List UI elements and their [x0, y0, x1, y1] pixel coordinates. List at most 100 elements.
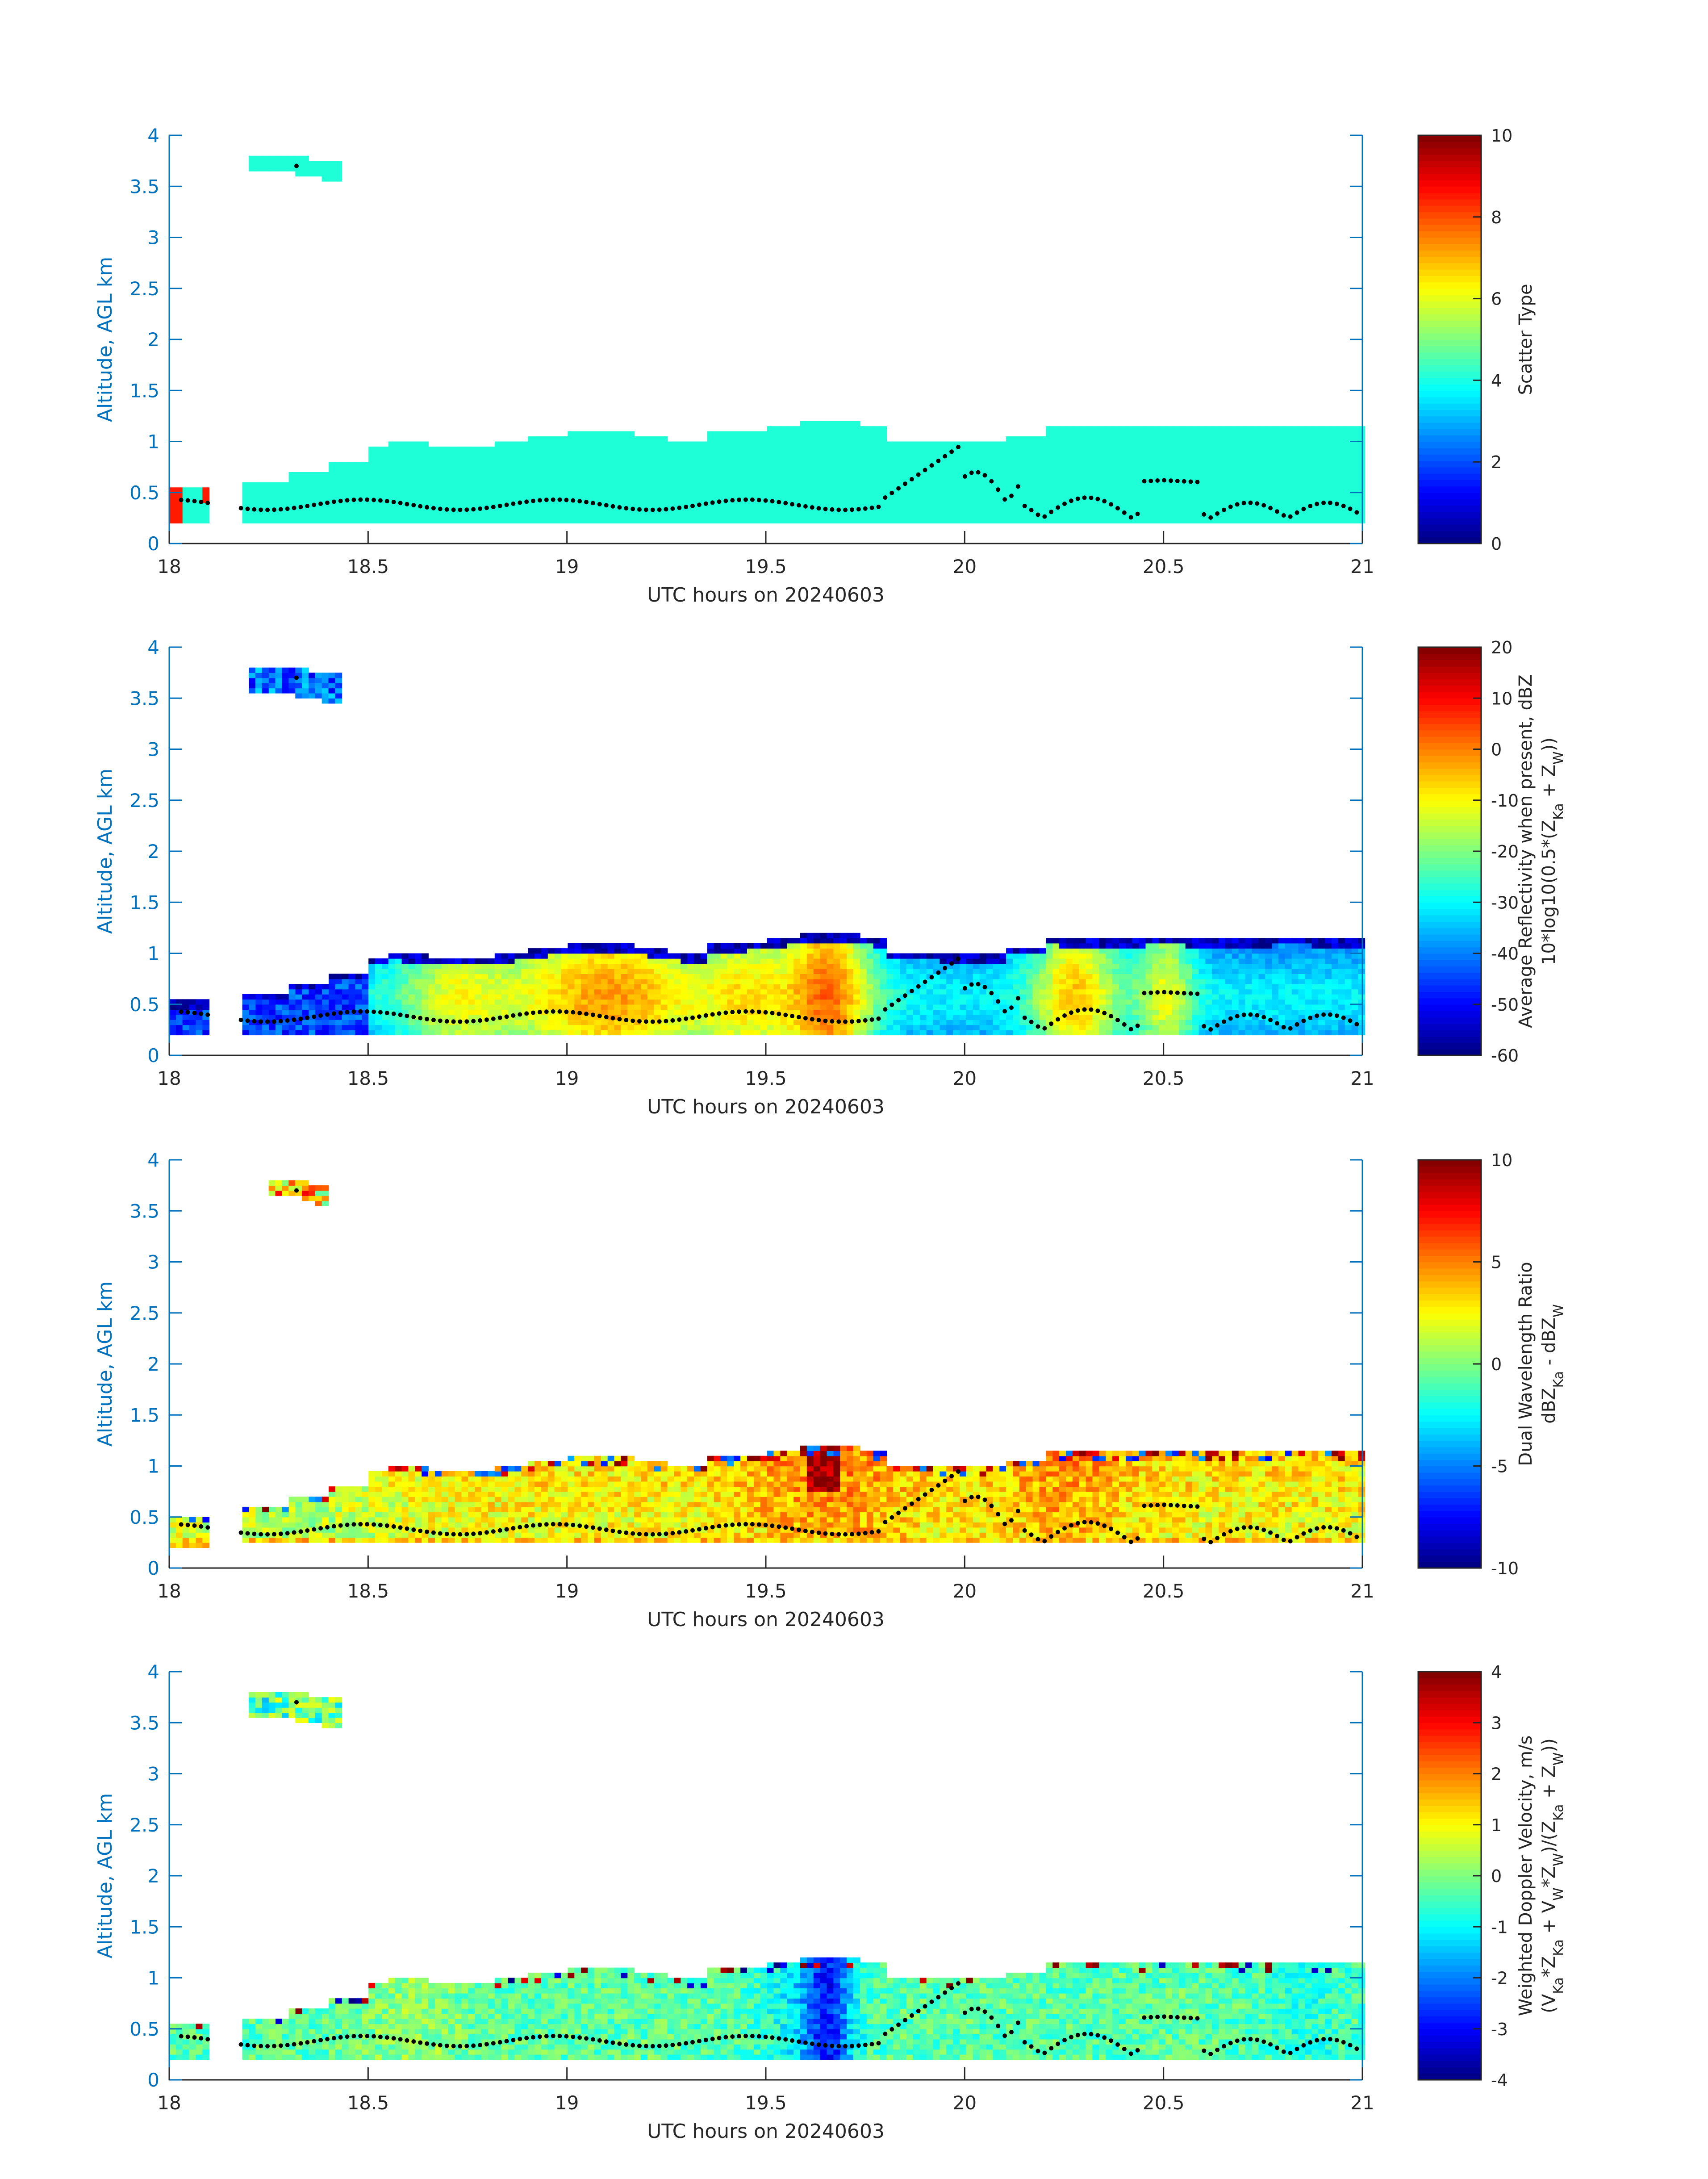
heatmap-cell: [1152, 487, 1159, 493]
heatmap-cell: [402, 1004, 409, 1010]
heatmap-cell: [1299, 472, 1306, 477]
heatmap-cell: [322, 1020, 329, 1025]
heatmap-cell: [827, 969, 834, 974]
heatmap-cell: [668, 969, 675, 974]
heatmap-cell: [707, 994, 714, 1000]
heatmap-cell: [1239, 477, 1246, 483]
heatmap-cell: [1099, 462, 1106, 467]
heatmap-cell: [940, 958, 947, 964]
heatmap-cell: [668, 994, 675, 1000]
heatmap-cell: [880, 1020, 887, 1025]
heatmap-cell: [561, 1004, 568, 1010]
heatmap-cell: [528, 1020, 535, 1025]
heatmap-cell: [329, 508, 336, 513]
heatmap-cell: [714, 1025, 721, 1030]
heatmap-cell: [687, 958, 694, 964]
heatmap-cell: [840, 472, 847, 477]
heatmap-cell: [906, 958, 914, 964]
heatmap-cell: [1345, 452, 1352, 457]
heatmap-cell: [495, 994, 502, 1000]
heatmap-cell: [860, 498, 867, 503]
heatmap-cell: [960, 969, 967, 974]
cloud-base-dot: [1282, 513, 1286, 518]
heatmap-cell: [608, 984, 615, 989]
heatmap-cell: [833, 1030, 840, 1035]
heatmap-cell: [674, 1030, 681, 1035]
heatmap-cell: [760, 1025, 768, 1030]
heatmap-cell: [495, 974, 502, 979]
heatmap-cell: [820, 467, 827, 473]
heatmap-cell: [335, 462, 342, 467]
heatmap-cell: [920, 513, 927, 519]
heatmap-cell: [621, 1004, 628, 1010]
heatmap-cell: [1338, 436, 1345, 442]
heatmap-cell: [548, 508, 555, 513]
heatmap-cell: [1292, 493, 1299, 498]
heatmap-cell: [800, 1009, 807, 1015]
colorbar-swatch: [1418, 339, 1481, 346]
heatmap-cell: [800, 1030, 807, 1035]
heatmap-cell: [681, 999, 688, 1004]
heatmap-cell: [714, 436, 721, 442]
heatmap-cell: [289, 518, 296, 523]
heatmap-cell: [435, 989, 442, 995]
heatmap-cell: [886, 503, 894, 508]
heatmap-cell: [1311, 493, 1319, 498]
heatmap-cell: [886, 963, 894, 969]
heatmap-cell: [1013, 462, 1020, 467]
heatmap-cell: [388, 457, 396, 462]
heatmap-cell: [495, 963, 502, 969]
heatmap-cell: [296, 984, 303, 989]
heatmap-cell: [202, 1004, 209, 1010]
heatmap-cell: [574, 954, 581, 959]
heatmap-cell: [282, 1030, 289, 1035]
heatmap-cell: [475, 999, 482, 1004]
heatmap-cell: [501, 984, 509, 989]
heatmap-cell: [302, 477, 309, 483]
heatmap-cell: [435, 447, 442, 452]
heatmap-cell: [601, 1025, 608, 1030]
heatmap-cell: [388, 963, 396, 969]
heatmap-cell: [1252, 493, 1259, 498]
heatmap-cell: [721, 969, 728, 974]
heatmap-cell: [382, 462, 389, 467]
heatmap-cell: [754, 447, 761, 452]
heatmap-cell: [1285, 431, 1292, 437]
heatmap-cell: [913, 954, 920, 959]
heatmap-cell: [807, 442, 814, 447]
heatmap-cell: [886, 467, 894, 473]
heatmap-cell: [707, 452, 714, 457]
heatmap-cell: [475, 1009, 482, 1015]
heatmap-cell: [329, 1020, 336, 1025]
heatmap-cell: [435, 487, 442, 493]
heatmap-cell: [349, 1020, 356, 1025]
heatmap-cell: [1040, 487, 1047, 493]
heatmap-cell: [1285, 477, 1292, 483]
colorbar-tick-label: 8: [1491, 208, 1502, 227]
heatmap-cell: [847, 457, 854, 462]
heatmap-cell: [767, 994, 774, 1000]
heatmap-cell: [847, 974, 854, 979]
heatmap-cell: [754, 989, 761, 995]
heatmap-cell: [1305, 447, 1312, 452]
heatmap-cell: [814, 513, 821, 519]
colorbar-swatch: [1418, 205, 1481, 212]
heatmap-cell: [1006, 518, 1013, 523]
heatmap-cell: [873, 462, 881, 467]
heatmap-cell: [867, 1030, 874, 1035]
heatmap-cell: [1066, 457, 1073, 462]
heatmap-cell: [634, 979, 641, 984]
heatmap-cell: [568, 948, 575, 954]
heatmap-cell: [840, 467, 847, 473]
heatmap-cell: [774, 447, 781, 452]
heatmap-cell: [481, 1009, 489, 1015]
heatmap-cell: [867, 513, 874, 519]
heatmap-cell: [694, 1025, 701, 1030]
heatmap-cell: [1311, 457, 1319, 462]
cloud-base-dot: [1182, 479, 1186, 484]
heatmap-cell: [568, 969, 575, 974]
heatmap-cell: [335, 472, 342, 477]
heatmap-cell: [1345, 426, 1352, 431]
heatmap-cell: [774, 974, 781, 979]
heatmap-cell: [1199, 452, 1206, 457]
